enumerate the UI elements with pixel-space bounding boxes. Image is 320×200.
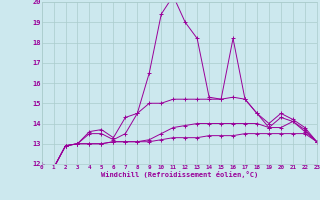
X-axis label: Windchill (Refroidissement éolien,°C): Windchill (Refroidissement éolien,°C) <box>100 171 258 178</box>
